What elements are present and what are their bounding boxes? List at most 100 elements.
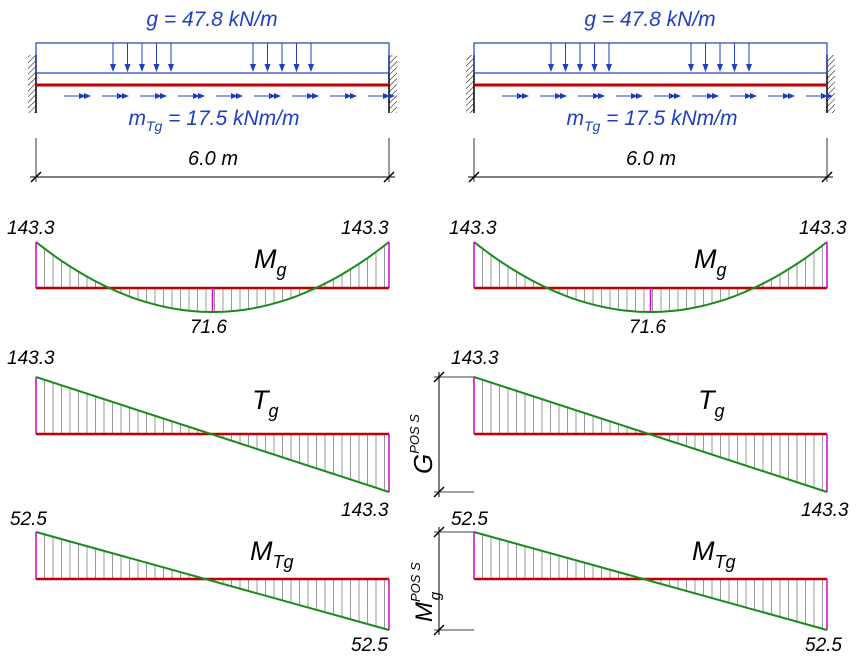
- torque-arrow-head: [631, 93, 638, 99]
- g-load-label: g = 47.8 kN/m: [584, 8, 715, 31]
- torque-arrow-head: [231, 93, 238, 99]
- torque-arrow-head: [593, 93, 600, 99]
- load-arrow-head: [731, 64, 738, 72]
- torque-arrow-head: [555, 93, 562, 99]
- torque-arrow-head: [160, 93, 167, 99]
- load-arrow-head: [110, 64, 116, 72]
- torque-arrow-head: [712, 93, 719, 99]
- torsion-bottom-right: 52.5: [351, 635, 388, 656]
- torque-arrow-head: [788, 93, 795, 99]
- torsion-dim-tick-top: [433, 526, 445, 538]
- torque-arrows: [502, 93, 833, 99]
- left-wall-hatch: [466, 55, 474, 113]
- torque-arrow-head: [345, 93, 352, 99]
- load-box: [473, 42, 828, 74]
- moment-diagram: [35, 241, 390, 314]
- torque-arrow-head: [598, 93, 605, 99]
- torsion-name: MTg: [250, 536, 294, 572]
- moment-end-right: 143.3: [799, 218, 847, 239]
- torque-arrow-head: [383, 93, 390, 99]
- torque-arrow-head: [236, 93, 243, 99]
- torque-arrow-head: [198, 93, 205, 99]
- torque-arrow-head: [783, 93, 790, 99]
- shear-name: Tg: [698, 385, 725, 421]
- shear-name: Tg: [252, 385, 279, 421]
- mt-load-label: mTg = 17.5 kNm/m: [567, 107, 738, 134]
- load-arrow-head: [124, 64, 131, 72]
- torque-arrow-head: [745, 93, 752, 99]
- span-tick-left: [468, 171, 480, 183]
- shear-dim-tick-bottom: [433, 486, 445, 498]
- load-arrow-head: [308, 64, 314, 72]
- torsion-top-left: 52.5: [10, 509, 47, 530]
- span-label: 6.0 m: [626, 148, 676, 170]
- torque-arrow-head: [707, 93, 714, 99]
- torque-arrow-head: [750, 93, 757, 99]
- load-arrow-head: [688, 64, 694, 72]
- torsion-diagram: [35, 531, 390, 631]
- shear-dim-label: GPOS S: [407, 414, 438, 474]
- left-panel: g = 47.8 kN/m mTg = 17.5 kNm/m 6.0 m 143…: [7, 8, 397, 656]
- torque-arrow-head: [117, 93, 124, 99]
- shear-diagram: [35, 376, 390, 493]
- torsion-dim-tick-bottom: [433, 624, 445, 636]
- shear-line: [35, 376, 390, 493]
- torque-arrow-head: [269, 93, 276, 99]
- load-arrow-head: [606, 64, 612, 72]
- torque-arrow-head: [84, 93, 91, 99]
- moment-end-left: 143.3: [449, 218, 497, 239]
- torsion-diagram: [473, 531, 828, 631]
- torque-arrow-head: [522, 93, 529, 99]
- shear-dim-tick-top: [433, 371, 445, 383]
- right-wall-hatch: [827, 55, 835, 113]
- torque-arrow-head: [79, 93, 86, 99]
- span-tick-right: [383, 171, 395, 183]
- torsion-name: MTg: [692, 536, 736, 572]
- load-arrow-head: [153, 64, 160, 72]
- moment-name: Mg: [254, 244, 287, 280]
- shear-dimension: GPOS S: [407, 371, 474, 498]
- torque-arrow-head: [517, 93, 524, 99]
- load-arrow-head: [577, 64, 583, 72]
- load-box: [35, 42, 390, 74]
- shear-bottom-right: 143.3: [801, 500, 849, 521]
- torque-arrow-head: [669, 93, 676, 99]
- moment-name: Mg: [694, 244, 727, 280]
- moment-end-right: 143.3: [341, 218, 389, 239]
- right-wall-hatch: [389, 55, 397, 113]
- torsion-bottom-right: 52.5: [805, 635, 842, 656]
- torque-arrow-head: [350, 93, 357, 99]
- load-arrow-head: [562, 64, 569, 72]
- torque-arrow-head: [193, 93, 200, 99]
- moment-mid: 71.6: [629, 317, 666, 338]
- torque-arrow-head: [674, 93, 681, 99]
- torsion-line: [35, 531, 390, 631]
- span-tick-left: [30, 171, 42, 183]
- span-tick-right: [821, 171, 833, 183]
- shear-top-left: 143.3: [7, 348, 55, 369]
- moment-end-left: 143.3: [7, 218, 55, 239]
- load-arrow-head: [746, 64, 752, 72]
- load-arrow-head: [168, 64, 174, 72]
- torque-arrow-head: [821, 93, 828, 99]
- load-arrow-head: [702, 64, 709, 72]
- moment-mid: 71.6: [190, 317, 227, 338]
- torque-arrow-head: [122, 93, 129, 99]
- load-arrow-head: [279, 64, 285, 72]
- load-arrow-head: [139, 64, 145, 72]
- load-arrow-head: [717, 64, 723, 72]
- torque-arrow-head: [826, 93, 833, 99]
- shear-diagram: [473, 376, 828, 493]
- load-arrow-head: [293, 64, 300, 72]
- right-panel: g = 47.8 kN/m mTg = 17.5 kNm/m 6.0 m 143…: [449, 8, 849, 656]
- load-arrow-head: [548, 64, 554, 72]
- shear-top-left: 143.3: [451, 348, 499, 369]
- shear-line: [473, 376, 828, 493]
- torque-arrow-head: [560, 93, 567, 99]
- torque-arrows: [64, 93, 395, 99]
- torque-arrow-head: [636, 93, 643, 99]
- torsion-top-left: 52.5: [451, 509, 488, 530]
- load-arrow-head: [264, 64, 271, 72]
